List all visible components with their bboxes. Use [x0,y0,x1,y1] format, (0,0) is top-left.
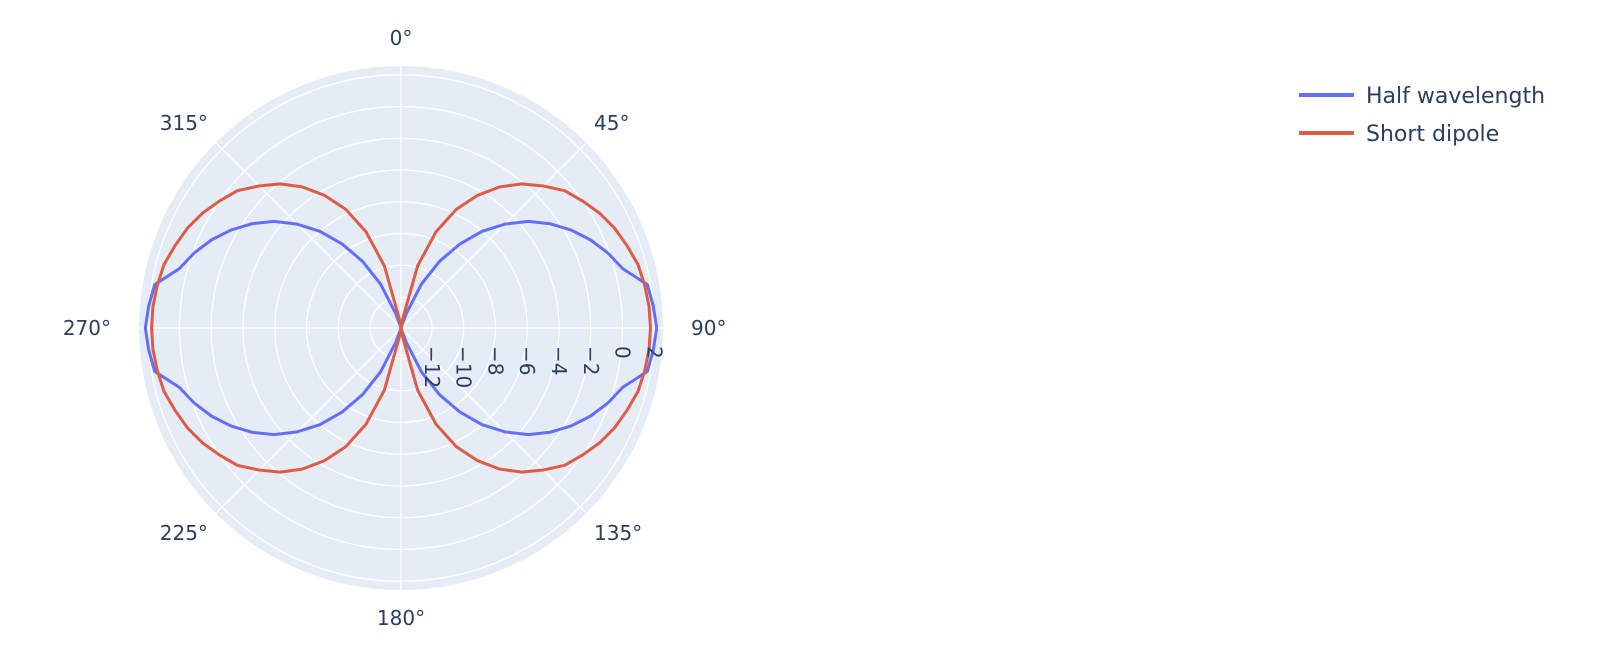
polar-traces [143,182,659,474]
legend-item[interactable]: Half wavelength [1299,84,1545,109]
angular-tick-label: 0° [390,26,413,50]
angular-tick-label: 135° [594,521,642,545]
angular-tick-label: 225° [160,521,208,545]
angular-gridline-135 [400,327,587,514]
angular-tick-labels: 0° 45° 90° 135° 180° 225° 270° 315° [63,26,727,630]
angular-tick-label: 270° [63,316,111,340]
angular-gridline-315 [215,142,402,329]
polar-grid [139,66,663,590]
radial-tick-label: 2 [642,346,666,359]
series-line-1 [150,182,652,474]
radial-tick-label: −6 [515,346,539,375]
radial-tick-label: −10 [452,346,476,388]
radial-tick-labels: −12 −10 −8 −6 −4 −2 0 2 [420,346,666,388]
radial-tick-label: −2 [579,346,603,375]
legend-label: Half wavelength [1366,84,1545,109]
angular-tick-label: 315° [160,111,208,135]
angular-gridline-45 [400,142,587,329]
radial-tick-label: −4 [547,346,571,375]
angular-tick-label: 45° [594,111,629,135]
radial-tick-label: 0 [611,346,635,359]
radial-tick-label: −12 [420,346,444,388]
legend-item[interactable]: Short dipole [1299,122,1499,147]
angular-gridline-225 [215,327,402,514]
legend[interactable]: Half wavelength Short dipole [1299,84,1545,147]
legend-label: Short dipole [1366,122,1499,147]
radial-tick-label: −8 [484,346,508,375]
angular-tick-label: 180° [377,606,425,630]
angular-tick-label: 90° [691,316,726,340]
